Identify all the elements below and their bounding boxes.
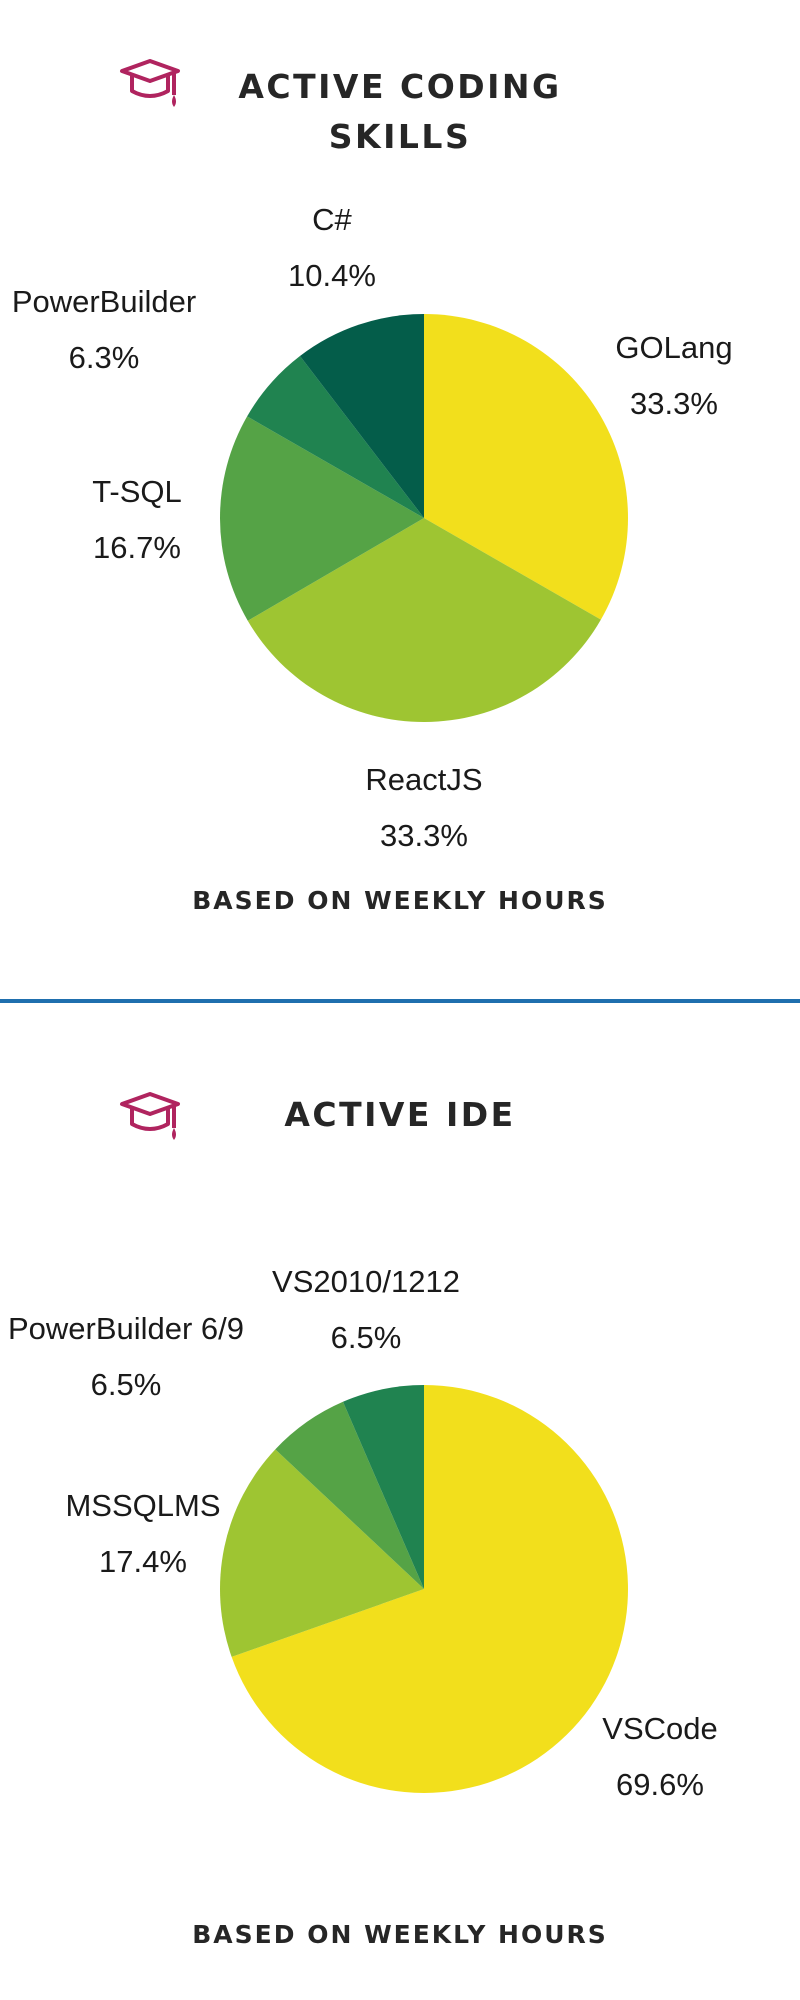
pie-slice-golang [424,314,628,620]
active-ide-pie-chart: VSCode 69.6% MSSQLMS 17.4% PowerBuilder 6/9 6… [8,1264,718,1802]
pie-slice-powerbuilder-6-9 [275,1401,424,1589]
active-ide-section: ACTIVE IDE VSCode 69.6% MSSQLMS 17.4% PowerB… [0,1000,800,2000]
section-title-line-1: ACTIVE CODING [238,67,562,106]
coding-skills-pie-chart: GOLang 33.3% ReactJS 33.3% T-SQL 16.7% PowerBu… [12,202,733,853]
slice-value-label-powerbuilder-6-9: 6.5% [91,1367,162,1402]
slice-value-label-mssqlms: 17.4% [99,1544,187,1579]
slice-label-vs2010-1212: VS2010/1212 [272,1264,460,1299]
pie-slice-mssqlms [219,1449,424,1657]
section-title: ACTIVE CODING SKILLS [200,62,600,162]
slice-value-label-powerbuilder: 6.3% [69,340,140,375]
pie-slice-t-sql [220,416,424,621]
section-title-line-2: SKILLS [328,117,472,156]
slice-value-label-reactjs: 33.3% [380,818,468,853]
slice-label-golang: GOLang [615,330,732,365]
chart-caption: BASED ON WEEKLY HOURS [192,1920,608,1949]
slice-label-mssqlms: MSSQLMS [65,1488,220,1523]
slice-label-t-sql: T-SQL [92,474,182,509]
slice-value-label-vs2010-1212: 6.5% [331,1320,402,1355]
pie-slice-reactjs [247,518,601,722]
slice-value-label-vscode: 69.6% [616,1767,704,1802]
slice-value-label-golang: 33.3% [630,386,718,421]
slice-value-label-c: 10.4% [288,258,376,293]
pie-slice-vscode [231,1385,628,1793]
pie-slice-vs2010-1212 [342,1385,424,1589]
coding-skills-section: ACTIVE CODING SKILLS GOLang 33.3% ReactJS 3… [12,59,733,915]
slice-label-powerbuilder: PowerBuilder [12,284,196,319]
pie-slice-c [299,314,424,518]
section-title: ACTIVE IDE [200,1090,600,1140]
section-divider [0,999,800,1003]
slice-value-label-t-sql: 16.7% [93,530,181,565]
graduation-cap-icon [120,59,180,107]
chart-caption: BASED ON WEEKLY HOURS [192,886,608,915]
slice-label-c: C# [312,202,352,237]
slice-label-powerbuilder-6-9: PowerBuilder 6/9 [8,1311,244,1346]
section-title-line-1: ACTIVE IDE [284,1095,516,1134]
pie-slice-powerbuilder [247,356,424,518]
slice-label-vscode: VSCode [602,1711,717,1746]
graduation-cap-icon [120,1092,180,1140]
slice-label-reactjs: ReactJS [365,762,482,797]
